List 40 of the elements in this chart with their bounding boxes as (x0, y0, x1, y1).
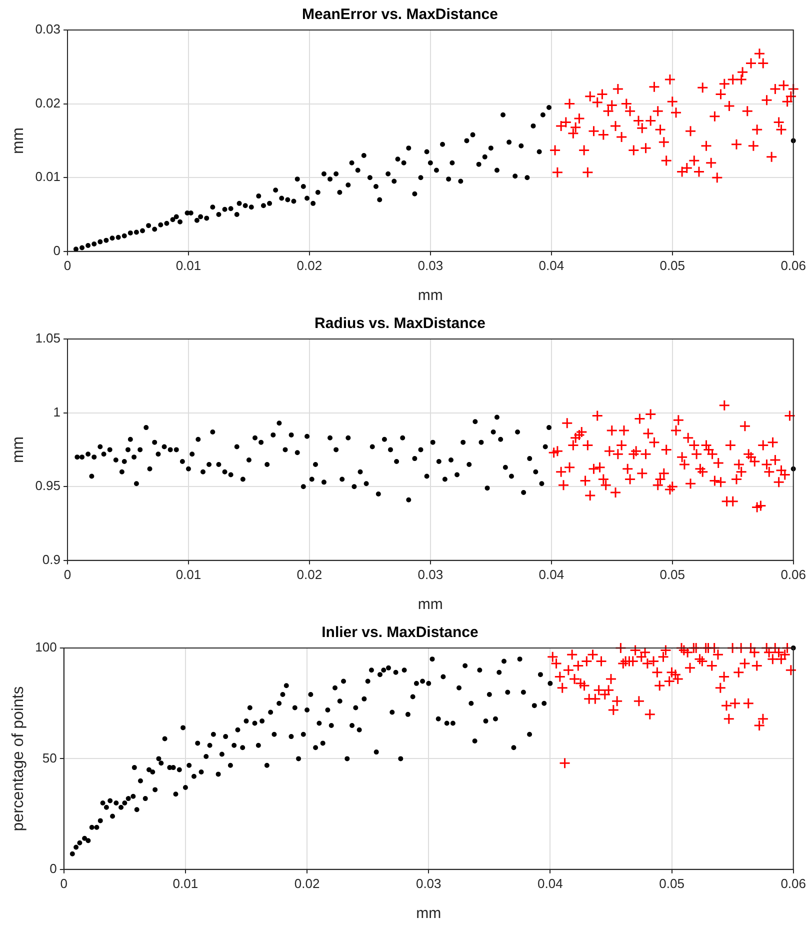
y-tick-label: 0 (50, 860, 57, 876)
y-tick-label: 0.01 (35, 169, 60, 184)
chart-title: Radius vs. MaxDistance (314, 315, 486, 332)
x-tick-label: 0 (64, 566, 72, 582)
x-tick-label: 0.06 (780, 566, 806, 582)
x-tick-label: 0.03 (418, 258, 444, 273)
x-tick-label: 0.05 (660, 566, 686, 582)
x-tick-label: 0.05 (659, 876, 684, 891)
x-tick-label: 0.02 (294, 876, 320, 891)
x-tick-label: 0.02 (296, 258, 322, 273)
x-tick-label: 0.01 (176, 258, 202, 273)
x-tick-label: 0.04 (538, 876, 563, 891)
x-tick-label: 0.04 (538, 258, 564, 273)
chart-title: MeanError vs. MaxDistance (302, 6, 498, 24)
x-tick-label: 0.02 (296, 566, 322, 582)
x-tick-label: 0 (64, 258, 72, 273)
x-tick-label: 0.06 (780, 258, 806, 273)
x-axis-title: mm (418, 287, 443, 304)
x-axis-title: mm (418, 596, 443, 614)
x-tick-label: 0.05 (660, 258, 686, 273)
y-tick-label: 0.95 (35, 478, 60, 494)
y-tick-label: 50 (42, 750, 57, 766)
y-tick-label: 0.9 (42, 552, 60, 567)
y-axis-title: percentage of points (10, 686, 28, 832)
x-tick-label: 0.04 (538, 566, 564, 582)
chart-title: Inlier vs. MaxDistance (322, 624, 478, 642)
x-axis-title: mm (416, 905, 442, 922)
x-tick-label: 0.03 (416, 876, 442, 891)
x-tick-label: 0.01 (172, 876, 198, 891)
y-axis-title: mm (10, 436, 28, 464)
y-tick-label: 1.05 (35, 330, 60, 346)
x-tick-label: 0.03 (418, 566, 444, 582)
y-tick-label: 100 (35, 640, 57, 655)
y-tick-label: 0.03 (35, 22, 60, 37)
x-tick-label: 0.01 (176, 566, 202, 582)
y-axis-title: mm (10, 127, 28, 154)
y-tick-label: 1 (53, 404, 60, 420)
y-tick-label: 0 (53, 242, 60, 258)
x-tick-label: 0.06 (780, 876, 806, 891)
y-tick-label: 0.02 (35, 95, 60, 110)
